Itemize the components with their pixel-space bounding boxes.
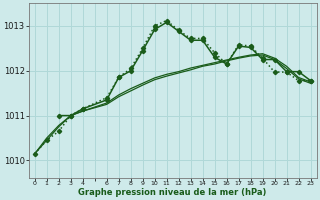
X-axis label: Graphe pression niveau de la mer (hPa): Graphe pression niveau de la mer (hPa)	[78, 188, 267, 197]
